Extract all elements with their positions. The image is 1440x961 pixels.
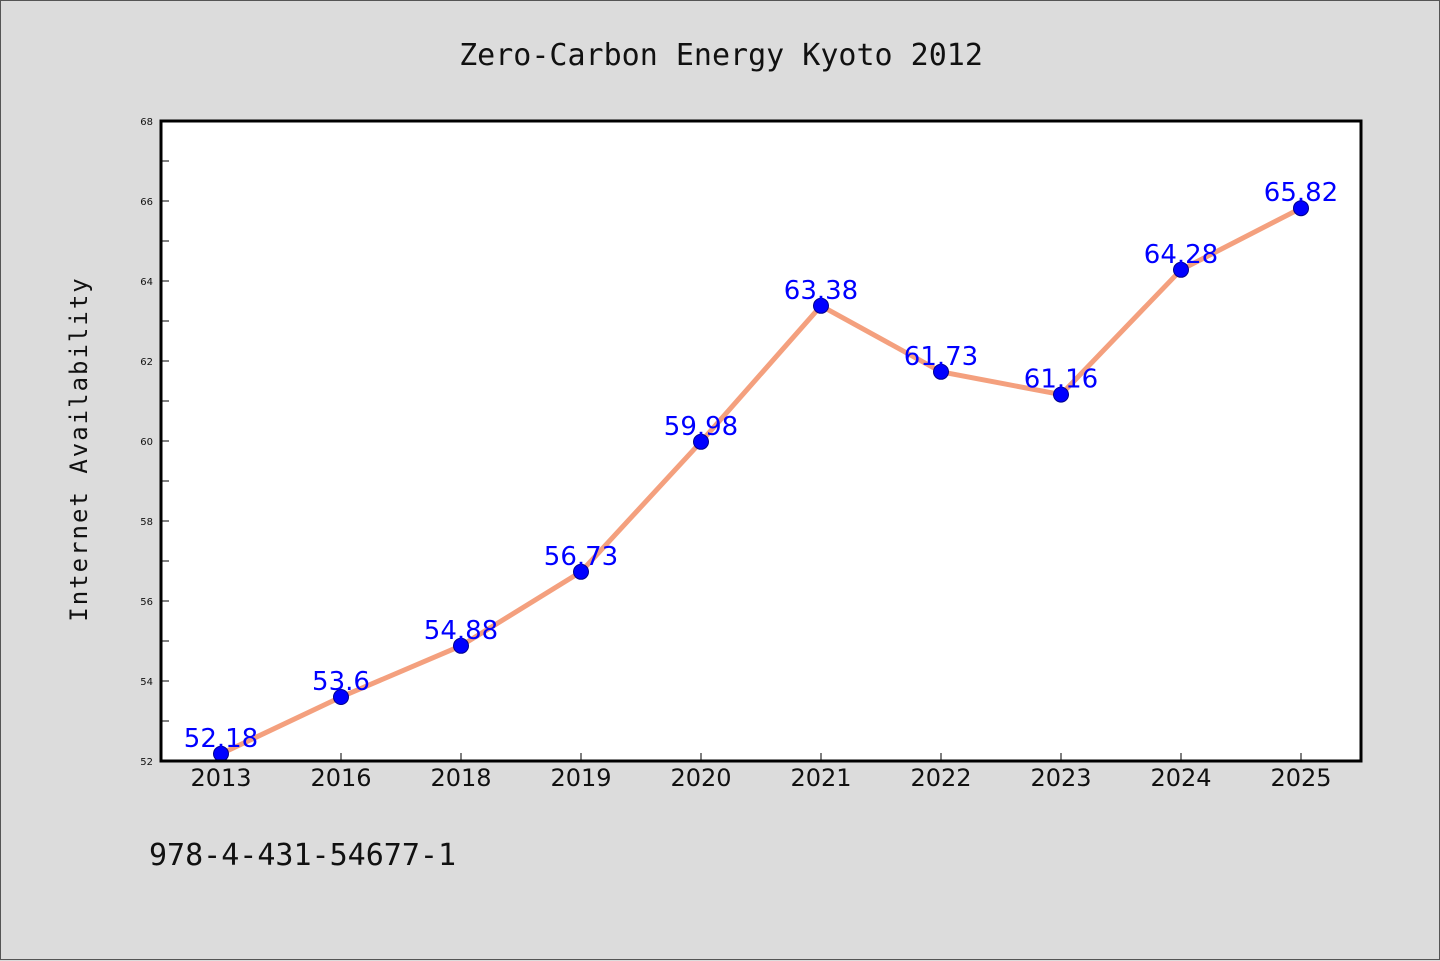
data-label: 64.28 (1144, 240, 1218, 270)
y-tick-label: 64 (140, 277, 153, 288)
y-tick-label: 56 (140, 597, 153, 608)
data-point (453, 637, 469, 654)
x-tick-label: 2019 (550, 764, 611, 792)
x-tick-label: 2024 (1150, 764, 1211, 792)
x-tick-label: 2021 (790, 764, 851, 792)
y-tick-label: 52 (140, 757, 153, 768)
y-tick-label: 60 (140, 437, 153, 448)
footer-isbn: 978-4-431-54677-1 (149, 838, 456, 873)
y-axis-label: Internet Availability (65, 276, 93, 621)
data-label: 61.16 (1024, 365, 1098, 395)
data-point (333, 689, 349, 705)
x-tick-label: 2020 (670, 764, 731, 792)
y-axis: 52 54 56 58 60 62 64 66 68 (140, 117, 169, 768)
x-tick-label: 2018 (430, 764, 491, 792)
data-label: 65.82 (1264, 178, 1338, 208)
data-point (933, 363, 949, 380)
data-point (1173, 261, 1189, 278)
series-line (218, 205, 1304, 757)
plot-border (159, 119, 1363, 763)
data-point (693, 433, 709, 450)
data-label: 53.6 (312, 667, 370, 697)
x-tick-label: 2023 (1030, 764, 1091, 792)
y-tick-label: 68 (140, 117, 153, 128)
data-point (573, 563, 589, 580)
x-tick-label: 2016 (310, 764, 371, 792)
data-label: 63.38 (784, 276, 858, 306)
chart-title: Zero-Carbon Energy Kyoto 2012 (459, 38, 983, 73)
data-label: 61.73 (904, 342, 978, 372)
x-axis: 2013 2016 2018 2019 2020 2021 2022 2023 2024 2025 (190, 753, 1332, 792)
series-layer (213, 200, 1309, 762)
x-tick-label: 2013 (190, 764, 251, 792)
plot-area (161, 121, 1361, 761)
data-point (813, 297, 829, 314)
y-tick-label: 58 (140, 517, 153, 528)
data-label: 56.73 (544, 542, 618, 572)
data-label: 59.98 (664, 412, 738, 442)
data-point (1293, 200, 1309, 217)
x-tick-label: 2022 (910, 764, 971, 792)
y-tick-label: 62 (140, 357, 153, 368)
y-tick-label: 54 (140, 677, 153, 688)
y-tick-label: 66 (140, 197, 153, 208)
data-label: 54.88 (424, 616, 498, 646)
data-label: 52.18 (184, 724, 258, 754)
data-point (1053, 386, 1069, 403)
x-tick-label: 2025 (1270, 764, 1331, 792)
data-labels: 52.18 53.6 54.88 56.73 59.98 63.38 61.73 61.16 6… (184, 178, 1338, 754)
